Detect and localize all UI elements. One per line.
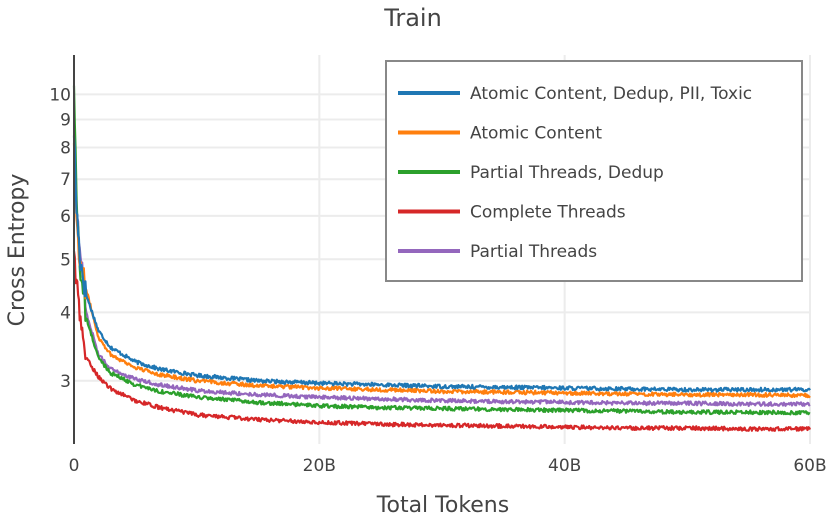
y-tick-label: 6 bbox=[60, 207, 71, 227]
series-line-complete-threads bbox=[72, 250, 812, 432]
y-tick-label: 4 bbox=[60, 303, 71, 323]
legend-label: Complete Threads bbox=[470, 203, 626, 223]
y-tick-labels: 3 4 5 6 7 8 9 10 bbox=[49, 85, 71, 391]
legend-label: Atomic Content bbox=[470, 124, 602, 144]
x-tick-label: 20B bbox=[303, 456, 336, 476]
series-line-partial-threads bbox=[72, 135, 811, 407]
x-tick-labels: 0 20B 40B 60B bbox=[69, 456, 827, 476]
legend-label: Partial Threads bbox=[470, 242, 597, 262]
y-tick-label: 10 bbox=[49, 85, 71, 105]
legend-label: Atomic Content, Dedup, PII, Toxic bbox=[470, 84, 752, 104]
legend-label: Partial Threads, Dedup bbox=[470, 163, 664, 183]
x-tick-label: 40B bbox=[548, 456, 581, 476]
series-lines bbox=[72, 85, 812, 432]
x-tick-label: 60B bbox=[793, 456, 826, 476]
y-tick-label: 3 bbox=[60, 372, 71, 392]
y-tick-label: 7 bbox=[60, 170, 71, 190]
y-tick-label: 8 bbox=[60, 138, 71, 158]
y-axis-title: Cross Entropy bbox=[5, 174, 30, 327]
x-tick-label: 0 bbox=[69, 456, 80, 476]
chart-title: Train bbox=[383, 4, 442, 32]
x-axis-title: Total Tokens bbox=[376, 493, 509, 518]
y-tick-label: 9 bbox=[60, 110, 71, 130]
legend: Atomic Content, Dedup, PII, Toxic Atomic … bbox=[385, 60, 803, 282]
y-tick-label: 5 bbox=[60, 250, 71, 270]
series-line-atomic-content bbox=[72, 143, 811, 399]
series-line-atomic-content-dedup-pii-toxic bbox=[72, 136, 811, 393]
series-line-partial-threads-dedup bbox=[72, 85, 811, 416]
